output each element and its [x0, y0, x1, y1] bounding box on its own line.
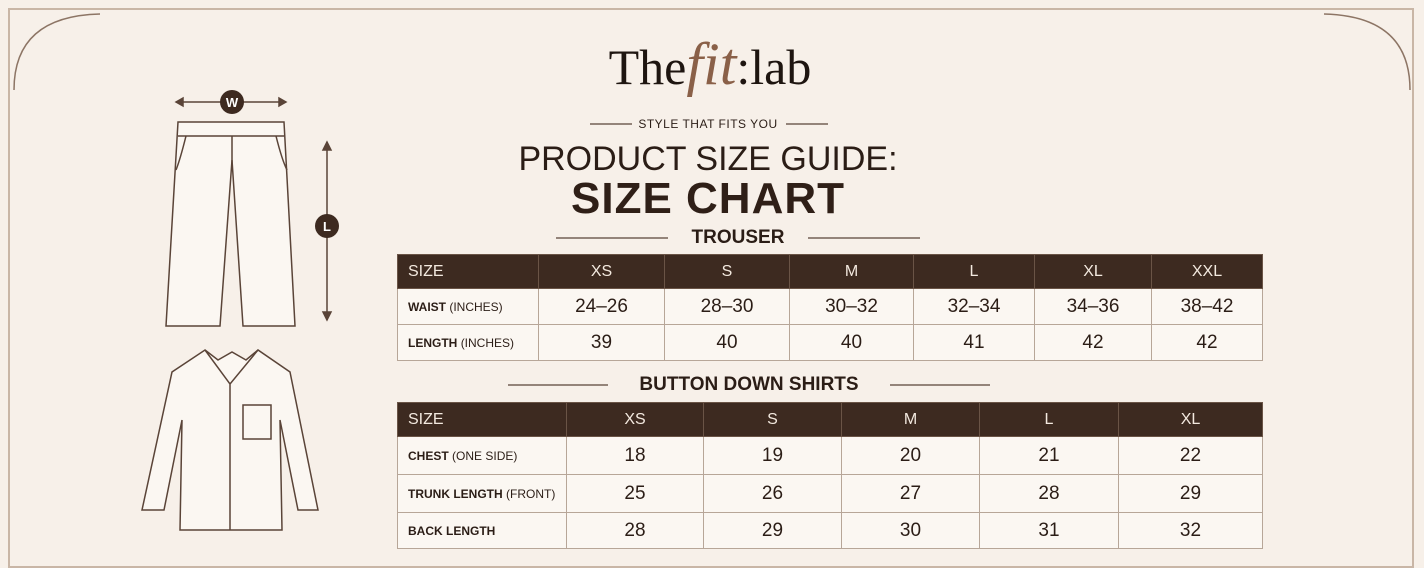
- page: W L Thefit:lab STYLE THAT FITS YOU PRODU…: [8, 8, 1414, 568]
- heading: PRODUCT SIZE GUIDE:: [518, 140, 898, 178]
- label-text: TRUNK LENGTH: [408, 486, 503, 501]
- illustrations: W L: [13, 13, 1411, 531]
- table-cell: 26: [703, 474, 842, 513]
- table-cell: 34–36: [1034, 288, 1152, 325]
- table-cell: 19: [703, 436, 842, 475]
- table-cell: 28–30: [664, 288, 790, 325]
- table-cell: 28: [566, 512, 704, 549]
- table-cell: 29: [703, 512, 842, 549]
- table-cell: 41: [913, 324, 1035, 361]
- header-cell: XXL: [1151, 254, 1263, 289]
- header-cell: M: [789, 254, 914, 289]
- header-cell: XS: [566, 402, 704, 437]
- header-cell: XS: [538, 254, 665, 289]
- label-unit: (INCHES): [460, 335, 515, 350]
- table-row: CHEST (ONE SIDE) 18 19 20 21 22: [397, 436, 1263, 475]
- table-cell: 32–34: [913, 288, 1035, 325]
- label-unit: (INCHES): [449, 299, 503, 314]
- label-text: WAIST: [408, 299, 446, 314]
- table-cell: 20: [841, 436, 980, 475]
- logo-fit: fit: [686, 31, 737, 97]
- header-cell: L: [913, 254, 1035, 289]
- label-unit: (ONE SIDE): [452, 448, 518, 463]
- table-cell: 30–32: [789, 288, 914, 325]
- row-label: LENGTH (INCHES): [397, 324, 539, 361]
- logo: Thefit:lab: [540, 30, 880, 99]
- section-title: TROUSER: [691, 227, 785, 248]
- subheading: SIZE CHART: [571, 174, 845, 223]
- table-row: BACK LENGTH 28 29 30 31 32: [397, 512, 1263, 549]
- table-cell: 32: [1118, 512, 1263, 549]
- header-cell: XL: [1034, 254, 1152, 289]
- header-cell: S: [664, 254, 790, 289]
- table-row: WAIST (INCHES) 24–26 28–30 30–32 32–34 34–36 3…: [397, 288, 1263, 325]
- header-cell: SIZE: [397, 254, 539, 289]
- row-label: CHEST (ONE SIDE): [397, 436, 567, 475]
- table-cell: 28: [979, 474, 1119, 513]
- table-cell: 42: [1151, 324, 1263, 361]
- label-unit: (FRONT): [506, 486, 556, 501]
- table-cell: 29: [1118, 474, 1263, 513]
- row-label: BACK LENGTH: [397, 512, 567, 549]
- header-cell: S: [703, 402, 842, 437]
- row-label: TRUNK LENGTH (FRONT): [397, 474, 567, 513]
- header-row: SIZE XS S M L XL: [397, 402, 1263, 437]
- table-row: TRUNK LENGTH (FRONT) 25 26 27 28 29: [397, 474, 1263, 513]
- table-cell: 31: [979, 512, 1119, 549]
- shirts-table: SIZE XS S M L XL CHEST (ONE SIDE) 18 19 20 21 22 TRU…: [397, 402, 1263, 549]
- table-row: LENGTH (INCHES) 39 40 40 41 42 42: [397, 324, 1263, 361]
- length-label: L: [323, 219, 331, 234]
- table-cell: 25: [566, 474, 704, 513]
- label-text: BACK LENGTH: [408, 523, 496, 538]
- label-text: LENGTH: [408, 335, 458, 350]
- width-label: W: [226, 95, 239, 110]
- table-cell: 18: [566, 436, 704, 475]
- section-title: BUTTON DOWN SHIRTS: [639, 374, 859, 395]
- logo-lab: :lab: [736, 39, 812, 95]
- table-cell: 30: [841, 512, 980, 549]
- table-cell: 40: [789, 324, 914, 361]
- table-cell: 21: [979, 436, 1119, 475]
- header-row: SIZE XS S M L XL XXL: [397, 254, 1263, 289]
- table-cell: 38–42: [1151, 288, 1263, 325]
- table-cell: 24–26: [538, 288, 665, 325]
- table-cell: 40: [664, 324, 790, 361]
- label-text: CHEST: [408, 448, 449, 463]
- trouser-table: SIZE XS S M L XL XXL WAIST (INCHES) 24–26 28–30 30…: [397, 254, 1263, 361]
- table-cell: 39: [538, 324, 665, 361]
- header-cell: XL: [1118, 402, 1263, 437]
- table-cell: 27: [841, 474, 980, 513]
- header-cell: L: [979, 402, 1119, 437]
- header-cell: SIZE: [397, 402, 567, 437]
- row-label: WAIST (INCHES): [397, 288, 539, 325]
- table-cell: 22: [1118, 436, 1263, 475]
- logo-the: The: [608, 39, 687, 95]
- tagline: STYLE THAT FITS YOU: [638, 117, 778, 131]
- table-cell: 42: [1034, 324, 1152, 361]
- header-cell: M: [841, 402, 980, 437]
